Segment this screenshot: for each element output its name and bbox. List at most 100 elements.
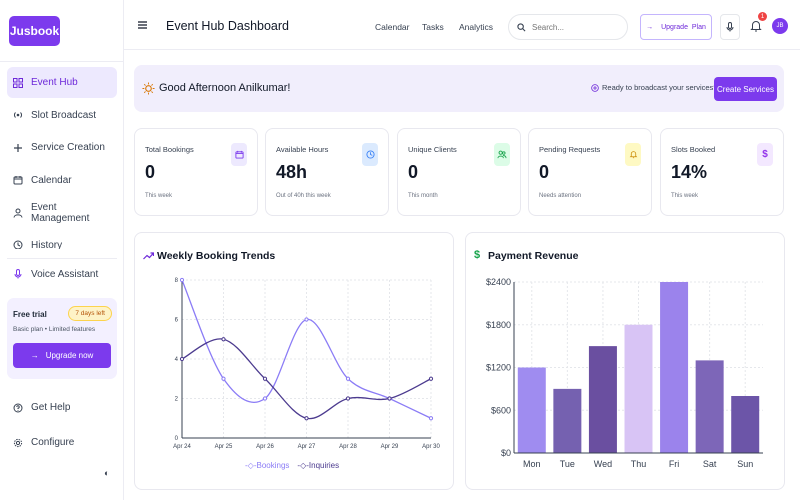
stat-subtext: This week	[671, 193, 699, 199]
bar-sun	[731, 396, 760, 453]
x-tick-label: Apr 30	[422, 444, 440, 450]
data-point-bookings	[179, 277, 185, 283]
data-point-inquiries	[387, 396, 392, 401]
page-title: Event Hub Dashboard	[166, 19, 289, 33]
data-point-bookings	[221, 376, 226, 381]
x-tick-label: Apr 27	[298, 444, 316, 450]
search-bar[interactable]	[508, 14, 628, 40]
plus-icon	[13, 143, 23, 153]
stat-card-available-hours: Available Hours 48h Out of 40h this week	[265, 128, 389, 216]
top-header: Event Hub Dashboard Calendar Tasks Analy…	[124, 0, 800, 50]
sidebar-item-calendar[interactable]: Calendar	[7, 165, 117, 196]
bar-wed	[588, 346, 617, 453]
app-logo[interactable]: Jusbook	[9, 16, 60, 46]
legend-item-bookings: -◇-Bookings	[245, 461, 290, 470]
data-point-bookings	[428, 416, 434, 421]
broadcast-icon	[13, 110, 23, 120]
data-point-inquiries	[428, 376, 434, 381]
x-tick-label: Tue	[560, 459, 575, 469]
line-chart: 0 2 4 6 8 Apr 24 Apr 25 Apr 26 Apr 27 Apr 28 Apr 2…	[173, 277, 440, 450]
sidebar-divider	[0, 61, 124, 62]
sidebar-item-slot-broadcast[interactable]: Slot Broadcast	[7, 100, 117, 131]
legend-item-inquiries: -◇-Inquiries	[297, 461, 340, 470]
y-tick-label: 6	[175, 318, 179, 324]
bar-thu	[624, 324, 653, 453]
x-tick-label: Apr 29	[381, 444, 399, 450]
arrow-right-icon: →	[30, 351, 39, 360]
search-input[interactable]	[532, 22, 612, 32]
microphone-icon	[13, 269, 23, 279]
x-tick-label: Wed	[594, 459, 612, 469]
sidebar-item-history[interactable]: History	[7, 230, 117, 249]
data-point-inquiries	[179, 356, 185, 362]
history-icon	[13, 240, 23, 249]
dollar-icon: $	[474, 249, 481, 261]
microphone-icon	[726, 22, 734, 32]
header-nav-analytics[interactable]: Analytics	[459, 22, 494, 32]
sidebar-item-service-creation[interactable]: Service Creation	[7, 132, 117, 163]
broadcast-prompt: Ready to broadcast your services?	[591, 83, 717, 92]
y-tick-label: $600	[491, 405, 511, 415]
data-point-bookings	[262, 396, 268, 401]
upgrade-label: Upgrade	[661, 23, 688, 31]
sidebar-item-event-management[interactable]: Event Management	[7, 197, 117, 228]
sidebar-item-label: Event Management	[31, 201, 90, 224]
calendar-icon	[231, 143, 247, 166]
upgrade-plan-button[interactable]: → Upgrade Plan	[640, 14, 712, 40]
sidebar-item-label: Get Help	[31, 402, 71, 413]
sidebar-bottom-nav: Get Help Configure	[7, 392, 117, 462]
sidebar-item-configure[interactable]: Configure	[7, 427, 117, 458]
x-tick-label: Apr 25	[215, 444, 233, 450]
create-services-button[interactable]: Create Services	[714, 77, 777, 101]
menu-icon[interactable]	[138, 21, 147, 29]
stat-label: Pending Requests	[539, 145, 601, 154]
bar-sat	[695, 360, 724, 453]
stat-value: 14%	[671, 162, 708, 182]
stat-card-pending-requests: Pending Requests 0 Needs attention	[528, 128, 652, 216]
plus-circle-icon	[591, 83, 599, 92]
search-icon	[517, 22, 526, 31]
avatar[interactable]: JB	[772, 18, 788, 34]
stat-value: 0	[145, 162, 156, 182]
bell-icon	[625, 143, 641, 166]
bell-icon[interactable]	[749, 19, 763, 33]
payment-revenue-panel: $ Payment Revenue $0 $600 $1200 $1800 $2400 M…	[465, 232, 785, 490]
x-tick-label: Apr 28	[339, 444, 357, 450]
bar-chart: $0 $600 $1200 $1800 $2400 Mon Tue Wed Thu Fri Sat S…	[486, 277, 763, 469]
data-point-inquiries	[304, 416, 309, 421]
weekly-booking-trends-panel: Weekly Booking Trends 0 2 4 6 8 Apr 24 Apr 25 A…	[134, 232, 454, 490]
series-line-inquiries	[181, 338, 432, 420]
x-tick-label: Apr 24	[173, 444, 191, 450]
greeting-banner: Good Afternoon Anilkumar! Ready to broad…	[134, 65, 784, 112]
chart-title: Payment Revenue	[488, 250, 579, 262]
y-tick-label: $2400	[486, 277, 511, 287]
trial-title: Free trial	[13, 310, 47, 319]
free-trial-card: Free trial 7 days left Basic plan • Limi…	[7, 298, 117, 379]
legend-label: Bookings	[256, 461, 290, 470]
notification-badge: 1	[758, 12, 767, 21]
data-point-inquiries	[345, 396, 351, 401]
stat-label: Available Hours	[276, 145, 329, 154]
grid-icon	[13, 77, 23, 88]
sidebar-item-get-help[interactable]: Get Help	[7, 392, 117, 423]
sidebar-nav: Event Hub Slot Broadcast Service Creatio…	[7, 67, 117, 249]
header-nav-tasks[interactable]: Tasks	[422, 22, 444, 32]
legend-label: Inquiries	[308, 461, 340, 470]
upgrade-now-button[interactable]: → Upgrade now	[13, 343, 111, 368]
microphone-button[interactable]	[720, 14, 740, 40]
voice-assistant-button[interactable]: Voice Assistant	[7, 258, 117, 289]
arrow-right-icon: →	[646, 23, 654, 31]
x-tick-label: Sat	[703, 459, 717, 469]
stat-value: 0	[539, 162, 550, 182]
stat-label: Total Bookings	[145, 145, 194, 154]
calendar-icon	[13, 175, 23, 185]
sidebar-item-event-hub[interactable]: Event Hub	[7, 67, 117, 98]
x-tick-label: Thu	[631, 459, 647, 469]
chart-legend: -◇-Bookings -◇-Inquiries	[245, 461, 339, 470]
trend-icon	[143, 252, 154, 260]
header-nav-calendar[interactable]: Calendar	[375, 22, 410, 32]
stat-label: Slots Booked	[671, 145, 716, 154]
theme-toggle-icon[interactable]: ◐	[104, 468, 110, 478]
y-tick-label: 2	[175, 397, 179, 403]
x-tick-label: Mon	[523, 459, 541, 469]
